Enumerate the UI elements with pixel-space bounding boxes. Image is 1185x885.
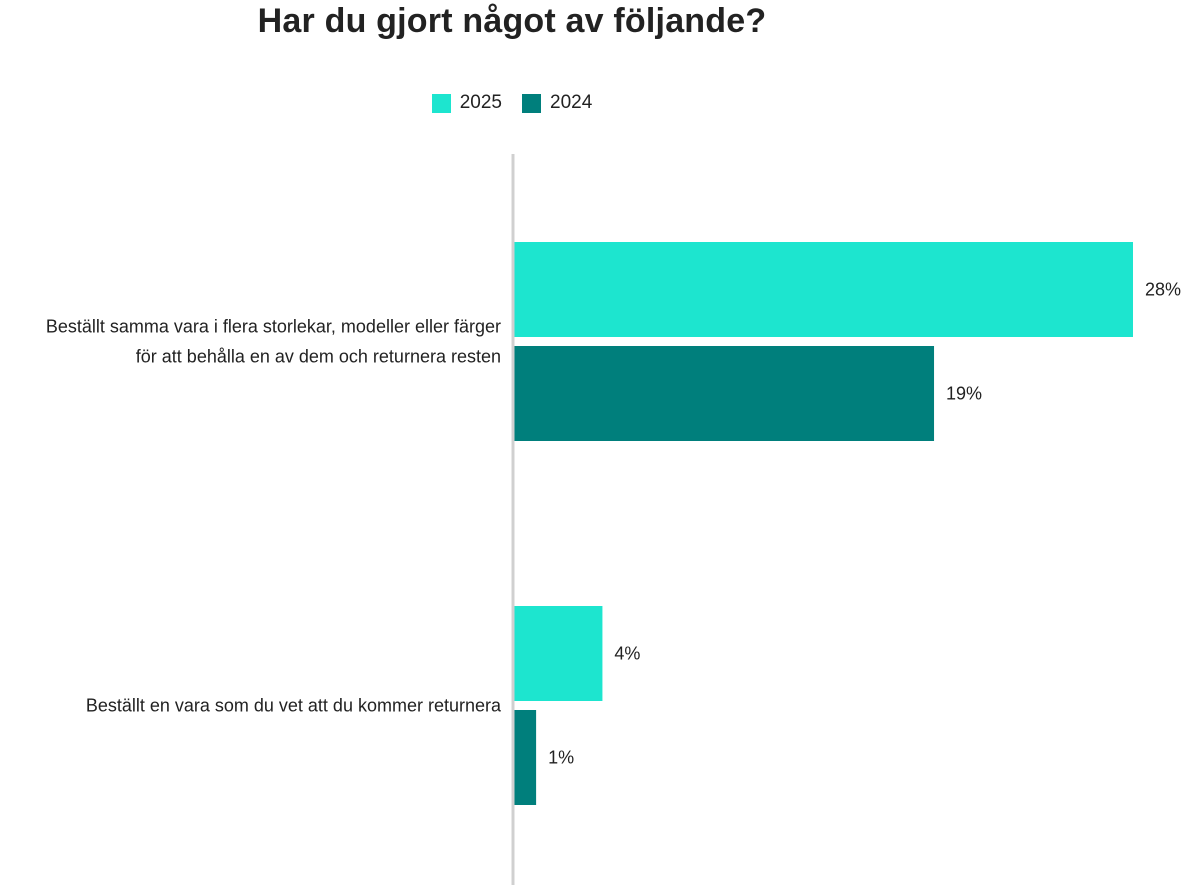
value-label-2025-cat-2: 4%	[614, 644, 640, 664]
bar-2024-cat-1	[514, 346, 935, 441]
category-label-1-line-1: Beställt samma vara i flera storlekar, m…	[46, 317, 501, 337]
legend-swatch-2025	[431, 93, 451, 113]
legend-label-2025: 2025	[459, 92, 502, 113]
value-label-2025-cat-1: 28%	[1145, 280, 1181, 300]
value-label-2024-cat-1: 19%	[946, 384, 982, 404]
chart-title: Har du gjort något av följande?	[257, 2, 767, 40]
bar-2024-cat-2	[514, 710, 537, 805]
legend: 2025 2024	[0, 92, 1024, 114]
legend-label-2024: 2024	[550, 92, 593, 113]
value-label-2024-cat-2: 1%	[548, 748, 574, 768]
bar-2025-cat-1	[514, 242, 1133, 337]
category-label-2-line-1: Beställt en vara som du vet att du komme…	[86, 696, 502, 716]
legend-item-2025: 2025	[431, 92, 502, 114]
legend-item-2024: 2024	[522, 92, 592, 114]
category-label-1-line-2: för att behålla en av dem och returnera …	[136, 347, 501, 367]
legend-swatch-2024	[522, 93, 541, 113]
bar-2025-cat-2	[514, 606, 603, 701]
